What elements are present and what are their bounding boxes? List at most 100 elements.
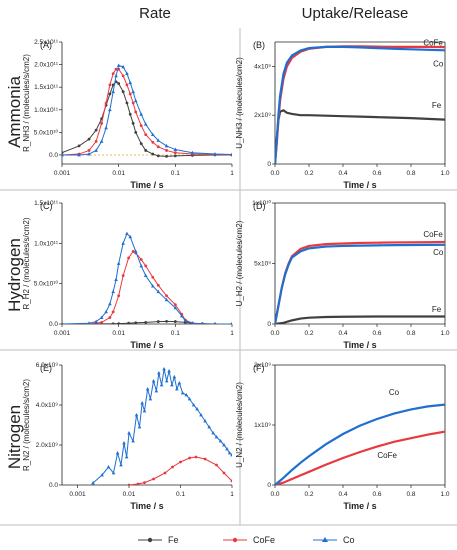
data-point-Fe (87, 137, 91, 141)
data-point-Co (131, 439, 135, 443)
series-annotation: CoFe (423, 230, 443, 239)
series-annotation: CoFe (377, 451, 397, 460)
series-group (62, 63, 232, 158)
col-header-uptake: Uptake/Release (302, 5, 409, 22)
data-point-Co (213, 322, 217, 324)
x-tick-label: 0.001 (54, 330, 71, 337)
data-point-Fe (144, 149, 148, 152)
series-group (275, 240, 445, 324)
y-tick-label: 1.0x10¹¹ (34, 107, 59, 114)
data-point-CoFe (121, 274, 125, 277)
data-point-Co (111, 471, 116, 475)
data-point-Fe (156, 154, 160, 158)
x-tick-label: 0.4 (338, 491, 347, 498)
series-line-Co (275, 45, 445, 164)
panel-label: (C) (40, 201, 53, 211)
y-tick-label: 4x10⁹ (254, 63, 271, 70)
y-tick-label: 2x10⁹ (254, 112, 271, 119)
data-point-Co (121, 241, 125, 245)
legend-label: CoFe (253, 535, 275, 545)
data-point-CoFe (163, 471, 167, 475)
data-point-CoFe (152, 477, 155, 481)
x-tick-label: 1 (230, 330, 234, 337)
series-line-CoFe (275, 45, 445, 164)
y-axis-title: R_NH3 / (molecules/s/cm2) (22, 54, 31, 152)
data-point-Co (119, 463, 123, 467)
legend-item-CoFe: CoFe (223, 535, 275, 545)
x-tick-label: 0.8 (406, 491, 415, 498)
series-annotation: Fe (432, 101, 442, 110)
data-point-Co (114, 73, 118, 78)
data-point-Fe (131, 121, 135, 125)
series-line-Fe (275, 109, 445, 164)
x-tick-label: 0.01 (112, 330, 125, 337)
y-axis-title: U_N2 / (molecules/cm2) (235, 382, 244, 468)
y-tick-label: 0 (267, 482, 271, 489)
data-point-Fe (165, 319, 168, 323)
data-point-CoFe (144, 133, 148, 137)
data-point-Co (190, 150, 195, 155)
data-point-Co (173, 147, 178, 151)
data-point-Co (195, 407, 199, 411)
x-tick-label: 0.1 (176, 491, 185, 498)
row-header-nitrogen: Nitrogen (5, 405, 24, 469)
x-tick-label: 0.6 (372, 491, 381, 498)
panel-B: (B) 0.0 0.2 0.4 0.6 0.8 1.0 0 2x10⁹ 4x10⁹ Time / s… (235, 39, 450, 190)
data-point-Co (133, 249, 138, 253)
data-point-CoFe (114, 67, 118, 71)
x-tick-label: 1.0 (440, 491, 449, 498)
x-tick-label: 0.6 (372, 170, 381, 177)
data-point-Co (108, 301, 112, 306)
data-point-Fe (111, 322, 115, 324)
data-point-Co (116, 261, 121, 265)
data-point-Co (114, 277, 118, 282)
y-tick-label: 6.0x10⁹ (36, 362, 59, 369)
data-point-Co (180, 391, 185, 395)
data-point-CoFe (143, 481, 146, 484)
panel-D: (D) 0.0 0.2 0.4 0.6 0.8 1.0 0 5x10⁹ 1x10¹⁰ Time / … (235, 199, 450, 350)
data-point-Co (187, 397, 192, 401)
series-annotation: CoFe (423, 39, 443, 48)
data-point-CoFe (131, 250, 135, 253)
y-tick-label: 0.0 (49, 321, 58, 328)
data-point-CoFe (127, 256, 131, 260)
x-tick-label: 0.8 (406, 330, 415, 337)
data-point-Fe (173, 320, 177, 323)
data-point-Co (211, 431, 215, 435)
data-point-Co (179, 313, 184, 318)
x-axis-title: Time / s (343, 180, 376, 190)
data-point-CoFe (151, 275, 155, 279)
series-line-CoFe (275, 240, 445, 324)
data-point-Fe (94, 128, 98, 132)
x-tick-label: 0.0 (270, 330, 279, 337)
data-point-CoFe (173, 151, 177, 155)
data-point-Co (150, 284, 155, 288)
data-point-Co (213, 152, 217, 156)
x-tick-label: 0.01 (123, 491, 136, 498)
legend-item-Co: Co (313, 535, 355, 545)
data-point-Co (62, 322, 64, 324)
data-point-Co (162, 367, 166, 371)
series-line-CoFe (62, 68, 232, 156)
panel-F: (F) 0.0 0.2 0.4 0.6 0.8 1.0 0 1x10⁹ 2x10⁹ Time / s… (235, 362, 450, 511)
data-point-CoFe (128, 92, 132, 96)
data-point-Fe (173, 154, 177, 158)
data-point-Co (131, 89, 135, 94)
data-point-Co (172, 375, 177, 379)
panel-E: (E) 0.001 0.01 0.1 1 0.0 2.0x10⁹ 4.0x10⁹ 6.0x10⁹… (22, 362, 234, 511)
legend-marker (322, 537, 328, 542)
x-tick-label: 0.8 (406, 170, 415, 177)
data-point-Co (201, 322, 204, 324)
data-point-CoFe (188, 456, 191, 460)
x-tick-label: 1 (230, 170, 234, 177)
data-point-Fe (151, 152, 155, 156)
data-point-Co (91, 481, 95, 485)
x-axis-title: Time / s (130, 180, 163, 190)
data-point-Fe (77, 144, 81, 148)
data-point-Fe (144, 320, 148, 324)
data-point-CoFe (215, 463, 218, 467)
data-point-CoFe (108, 316, 112, 319)
data-point-Fe (121, 90, 125, 94)
data-point-Fe (156, 320, 160, 323)
legend-label: Fe (168, 535, 179, 545)
